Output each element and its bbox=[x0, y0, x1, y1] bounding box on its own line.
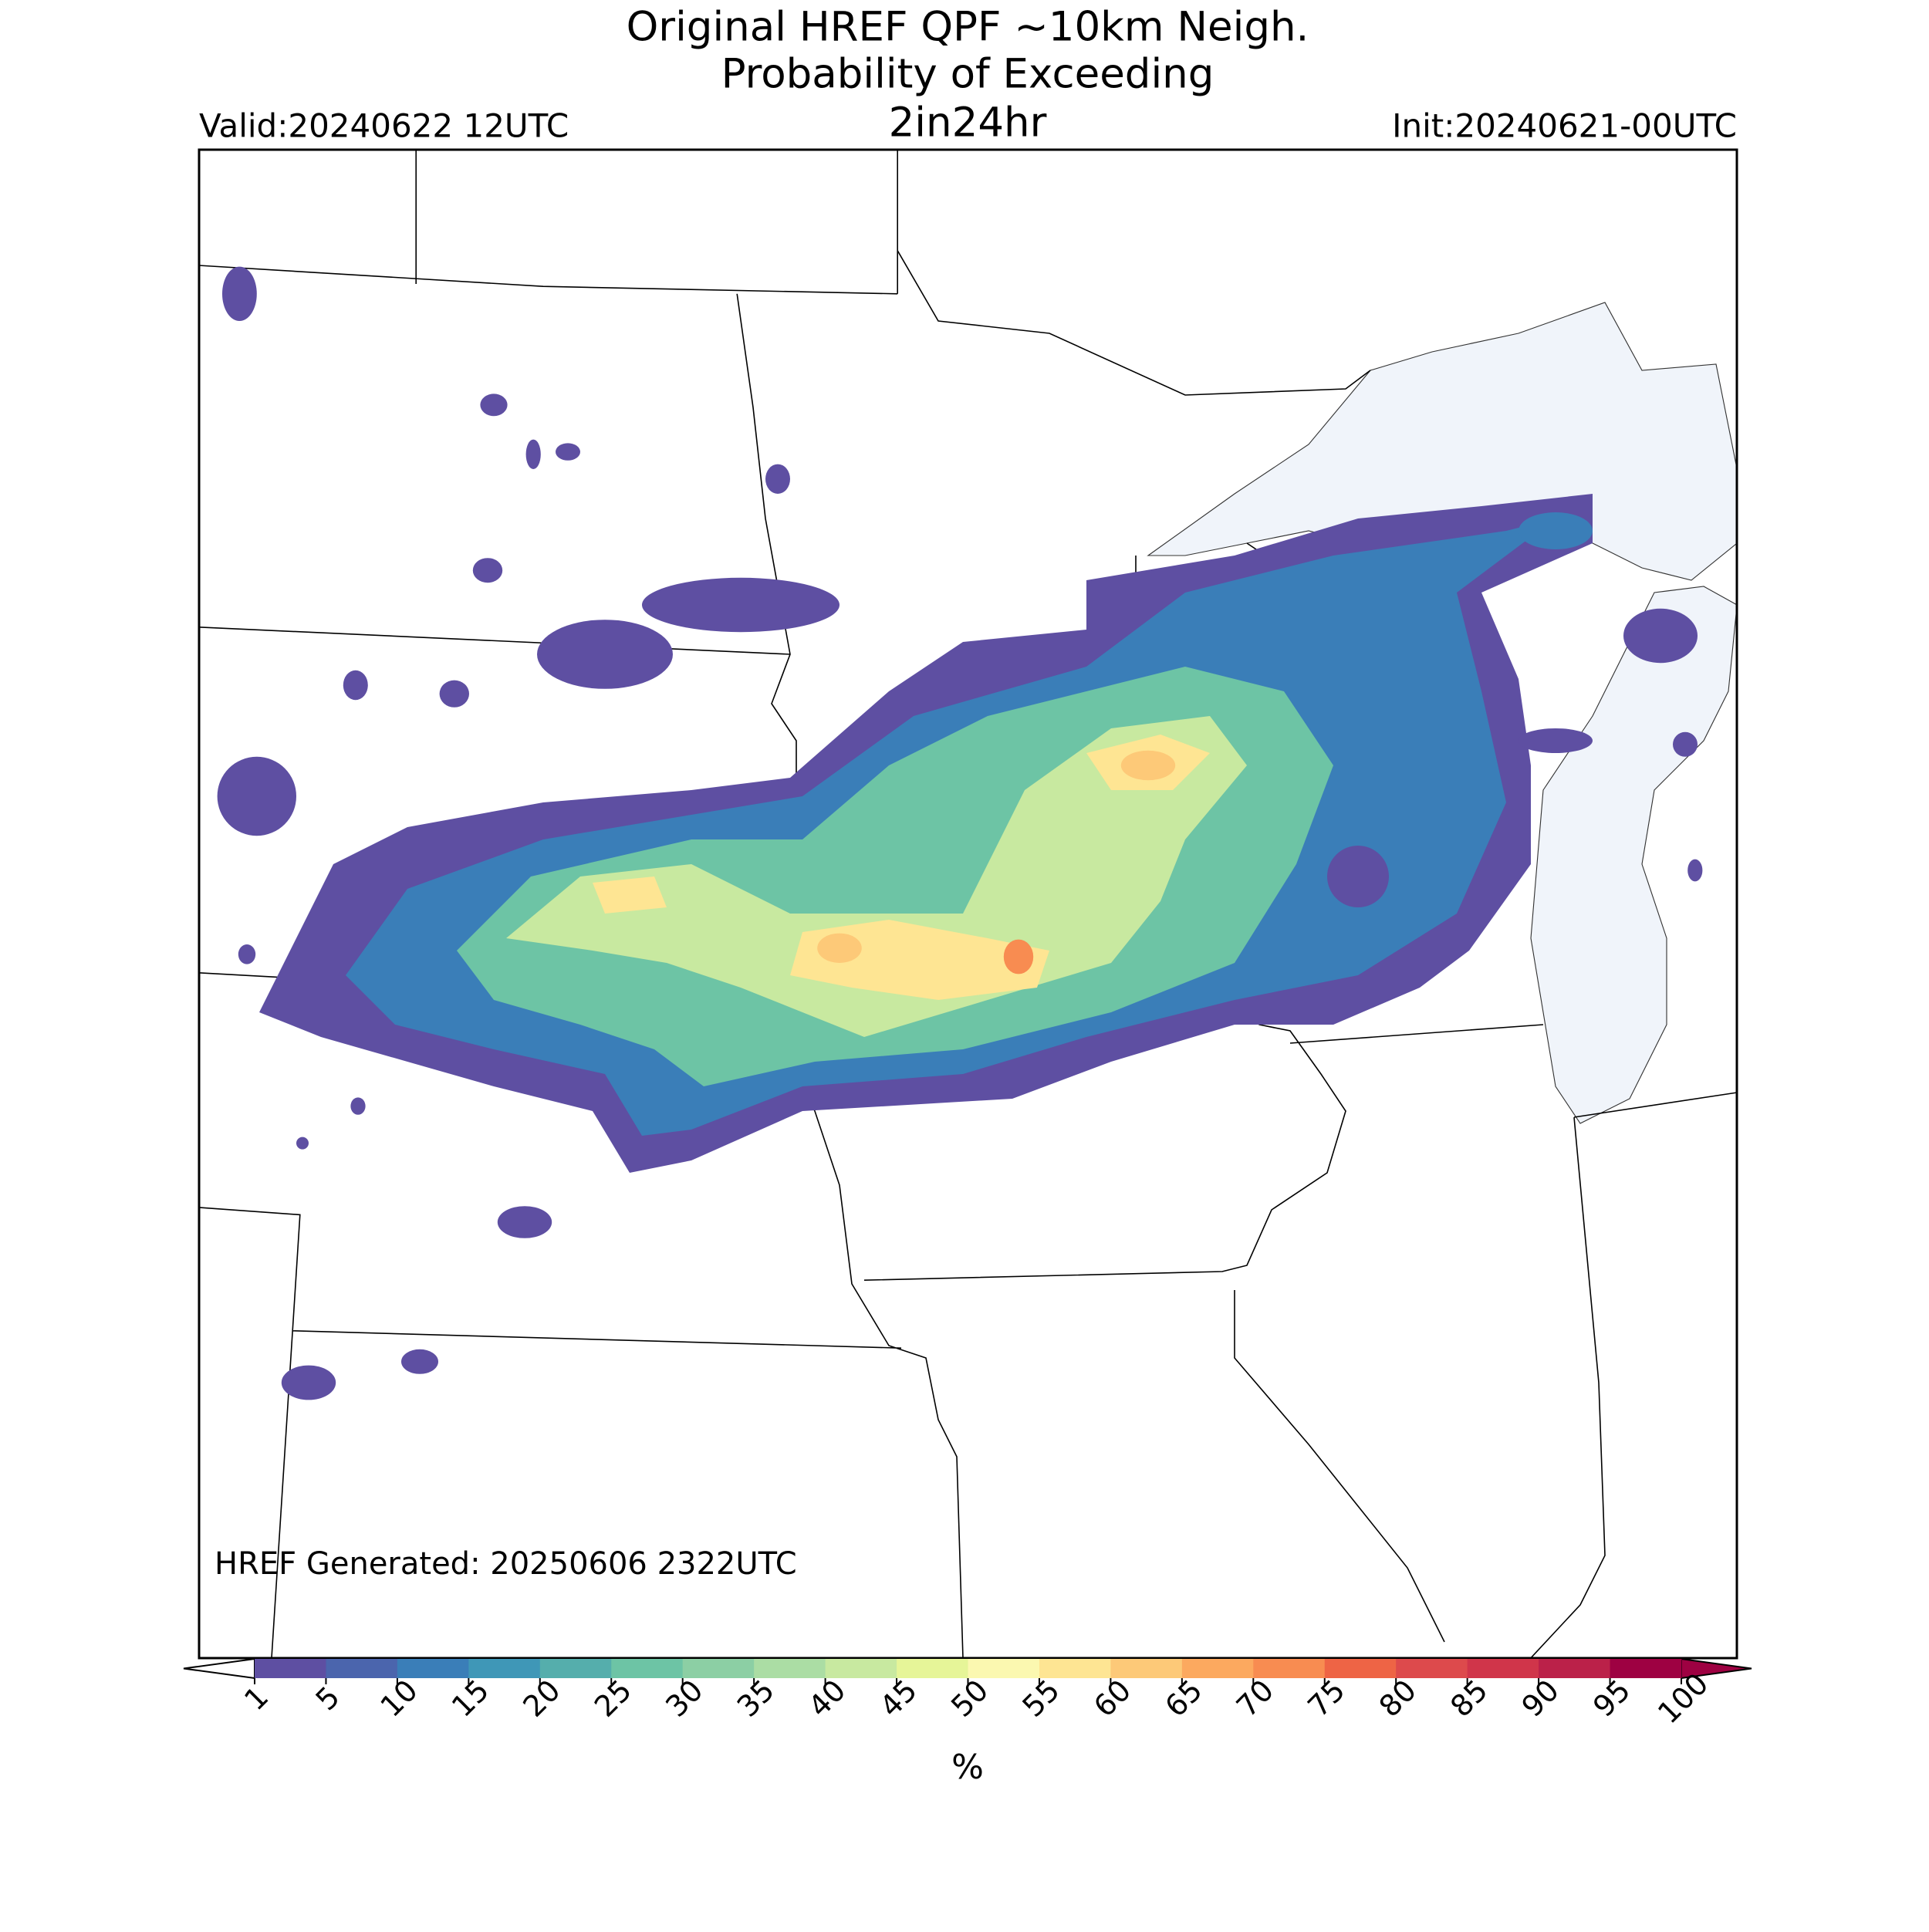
colorbar-segment bbox=[255, 1659, 326, 1678]
colorbar-segment bbox=[611, 1659, 684, 1678]
precip-field bbox=[217, 266, 1703, 1400]
colorbar-segment bbox=[539, 1659, 612, 1678]
colorbar-tick-label: 20 bbox=[516, 1674, 566, 1724]
colorbar-segment bbox=[825, 1659, 897, 1678]
colorbar-segment bbox=[1396, 1659, 1468, 1678]
colorbar-segment bbox=[1610, 1659, 1682, 1678]
colorbar-tick-label: 35 bbox=[731, 1674, 781, 1724]
colorbar-label: % bbox=[951, 1748, 984, 1787]
colorbar-tick-label: 50 bbox=[944, 1674, 995, 1724]
colorbar-tick-label: 1 bbox=[238, 1680, 275, 1717]
colorbar-segment bbox=[897, 1659, 968, 1678]
map bbox=[198, 149, 1738, 1658]
colorbar: 1 5 10 15 20 25 30 35 40 45 50 55 60 65 70 75 80 85 90 95 10… bbox=[183, 1657, 1752, 1730]
colorbar-tick-label: 10 bbox=[373, 1674, 424, 1724]
colorbar-tick-label: 55 bbox=[1016, 1674, 1066, 1724]
init-time: Init:20240621-00UTC bbox=[1392, 107, 1737, 145]
colorbar-tick-label: 90 bbox=[1515, 1674, 1566, 1724]
colorbar-segment bbox=[397, 1659, 469, 1678]
colorbar-tick-label: 30 bbox=[659, 1674, 709, 1724]
valid-time: Valid:20240622 12UTC bbox=[199, 107, 569, 145]
colorbar-tick-label: 40 bbox=[802, 1674, 852, 1724]
title: Probability of Exceeding bbox=[721, 51, 1214, 98]
colorbar-tick-label: 65 bbox=[1158, 1674, 1208, 1724]
title: Original HREF QPF ~10km Neigh. bbox=[627, 4, 1309, 51]
colorbar-tick-label: 85 bbox=[1444, 1674, 1494, 1724]
colorbar-segment bbox=[754, 1659, 826, 1678]
colorbar-tick-label: 95 bbox=[1586, 1674, 1637, 1724]
lake-michigan bbox=[1530, 586, 1738, 1124]
colorbar-tick-label: 5 bbox=[309, 1680, 346, 1717]
colorbar-tick-label: 70 bbox=[1230, 1674, 1280, 1724]
map-frame bbox=[198, 148, 1738, 1660]
colorbar-segment bbox=[1539, 1659, 1611, 1678]
colorbar-tick-label: 75 bbox=[1301, 1674, 1351, 1724]
colorbar-segment bbox=[326, 1659, 398, 1678]
colorbar-tick-label: 80 bbox=[1373, 1674, 1423, 1724]
colorbar-segment bbox=[468, 1659, 541, 1678]
colorbar-segment bbox=[968, 1659, 1040, 1678]
title: 2in24hr bbox=[889, 100, 1047, 147]
colorbar-segment bbox=[1039, 1659, 1111, 1678]
colorbar-tick-label: 25 bbox=[588, 1674, 638, 1724]
colorbar-tick-label: 60 bbox=[1087, 1674, 1137, 1724]
colorbar-extension-low bbox=[183, 1657, 255, 1680]
colorbar-tick-label: 45 bbox=[873, 1674, 924, 1724]
colorbar-segment bbox=[1467, 1659, 1539, 1678]
generated-note: HREF Generated: 20250606 2322UTC bbox=[215, 1546, 797, 1582]
colorbar-segment bbox=[1110, 1659, 1183, 1678]
colorbar-segment bbox=[1324, 1659, 1397, 1678]
colorbar-tick-label: 15 bbox=[445, 1674, 495, 1724]
colorbar-segment bbox=[1253, 1659, 1326, 1678]
colorbar-segment bbox=[682, 1659, 755, 1678]
colorbar-segment bbox=[1181, 1659, 1254, 1678]
